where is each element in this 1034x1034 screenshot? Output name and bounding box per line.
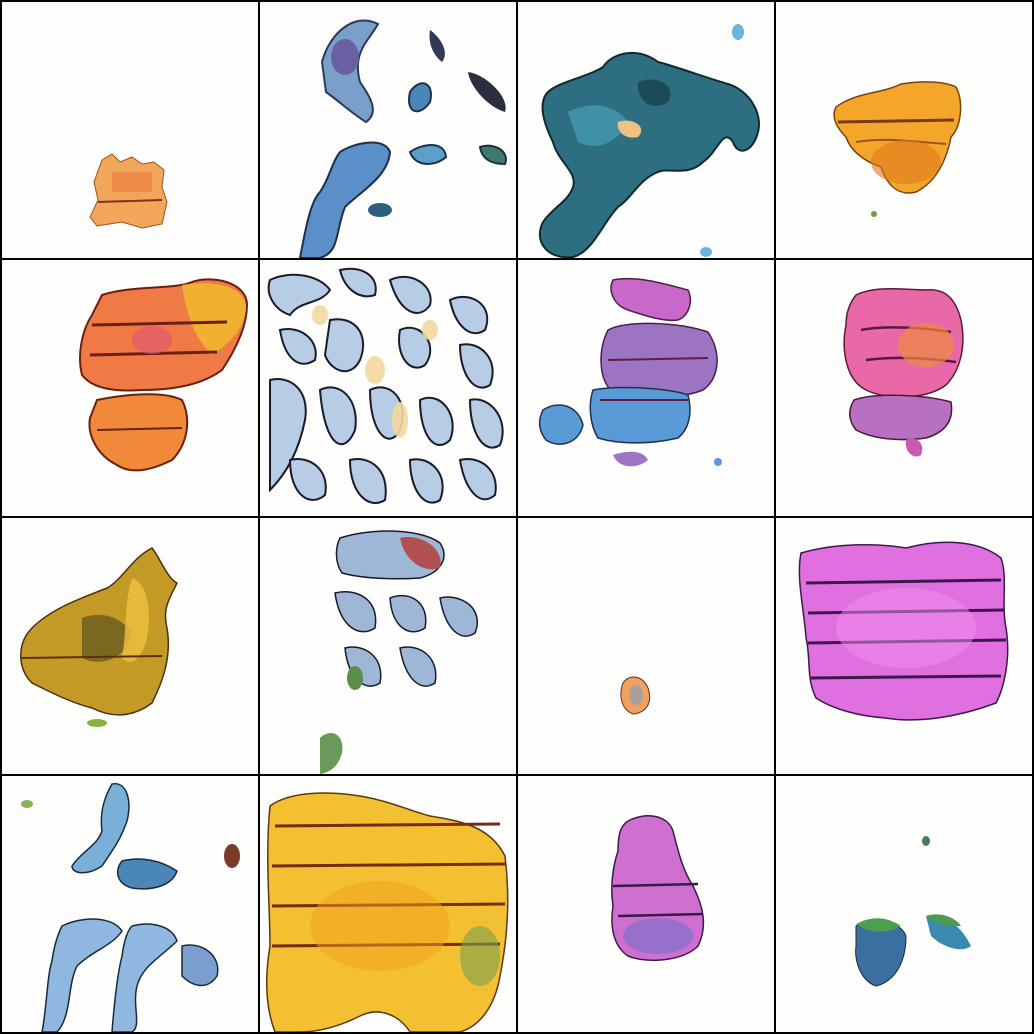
tile-r4c2-art	[265, 792, 509, 1032]
tile-r2c1-art	[79, 278, 249, 472]
tile-r1c4-art	[833, 81, 962, 217]
tile-r3c4	[776, 518, 1032, 774]
tile-r1c4	[776, 2, 1032, 258]
tile-r3c2	[260, 518, 516, 774]
tile-r4c2	[260, 776, 516, 1032]
tile-r2c4-art	[843, 288, 964, 457]
tile-r2c2-art	[267, 267, 504, 505]
tile-r1c3	[518, 2, 774, 258]
tile-r3c4-art	[798, 541, 1009, 721]
tile-r3c1-art	[20, 547, 178, 727]
tile-r4c3	[518, 776, 774, 1032]
tile-r3c1	[2, 518, 258, 774]
tile-r2c3	[518, 260, 774, 516]
tile-r4c1	[2, 776, 258, 1032]
tile-r2c3-art	[538, 277, 722, 467]
tile-r4c4-art	[855, 836, 971, 987]
tile-r1c2	[260, 2, 516, 258]
tile-r2c1	[2, 260, 258, 516]
tile-r1c1-art	[89, 153, 168, 229]
tile-r4c1-art	[21, 783, 240, 1032]
tile-r3c3-art	[620, 676, 651, 715]
tile-r3c2-art	[320, 530, 478, 774]
tile-r4c3-art	[611, 815, 705, 962]
tile-r1c3-art	[538, 24, 760, 258]
tile-r2c2	[260, 260, 516, 516]
tile-r4c4	[776, 776, 1032, 1032]
tile-r2c4	[776, 260, 1032, 516]
tile-r1c1	[2, 2, 258, 258]
tile-r1c2-art	[298, 19, 507, 258]
tile-r3c3	[518, 518, 774, 774]
